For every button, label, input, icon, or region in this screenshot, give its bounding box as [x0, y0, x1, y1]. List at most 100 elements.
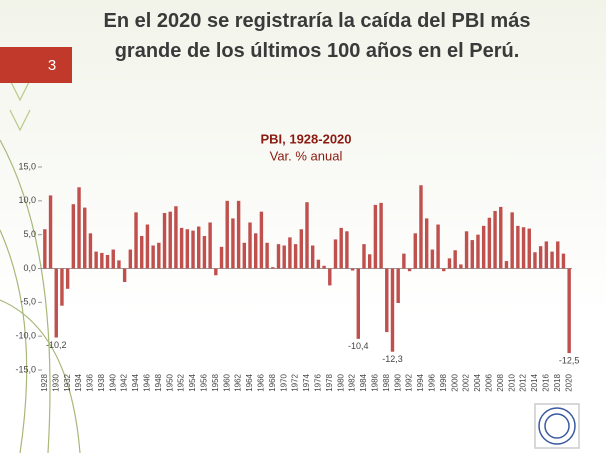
value-label: -12,5 [559, 355, 580, 365]
bar [140, 236, 144, 269]
bar [493, 210, 497, 269]
bar [248, 222, 252, 269]
bar [191, 230, 195, 269]
x-tick-label: 1964 [245, 373, 254, 391]
bar [214, 268, 218, 276]
bar [550, 251, 554, 269]
bar [487, 217, 492, 269]
x-tick-label: 1978 [325, 373, 334, 391]
bar [254, 233, 258, 269]
bar [43, 229, 47, 269]
x-tick-label: 1974 [302, 373, 311, 391]
bar [128, 249, 133, 269]
x-tick-label: 1988 [382, 373, 391, 391]
bar [174, 206, 178, 269]
x-tick-label: 2002 [462, 373, 471, 391]
bar [470, 240, 474, 269]
bar [185, 229, 190, 269]
bar [407, 268, 412, 272]
chart-subtitle: Var. % anual [270, 148, 343, 163]
y-tick-label: -5,0 [20, 297, 36, 307]
bar [60, 268, 64, 306]
value-label: -12,3 [382, 354, 403, 364]
x-tick-label: 1998 [439, 373, 448, 391]
bar [396, 268, 400, 304]
bar [516, 225, 520, 269]
bar [105, 254, 110, 269]
heading: En el 2020 se registraría la caída del P… [103, 10, 531, 62]
x-tick-label: 1984 [359, 373, 368, 391]
bar [538, 246, 543, 269]
value-label: -10,4 [348, 341, 369, 351]
x-tick-label: 1970 [279, 373, 288, 391]
bar [305, 202, 309, 269]
x-tick-label: 2014 [530, 373, 539, 391]
bar [521, 227, 526, 269]
bar [339, 227, 343, 269]
bar [413, 233, 417, 269]
bar [117, 260, 121, 269]
bar [504, 261, 509, 269]
value-label: -10,2 [46, 340, 67, 350]
bar [328, 268, 332, 286]
bar [464, 231, 469, 269]
bar [197, 226, 201, 269]
bar [71, 204, 76, 269]
x-tick-label: 1936 [86, 373, 95, 391]
x-tick-label: 1942 [120, 373, 129, 391]
x-tick-label: 1962 [234, 373, 243, 391]
x-tick-label: 1934 [74, 373, 83, 391]
page-tab [0, 47, 72, 83]
x-tick-label: 1938 [97, 373, 106, 391]
x-tick-label: 2016 [541, 373, 550, 391]
x-tick-label: 1950 [165, 373, 174, 391]
x-tick-label: 1976 [314, 373, 323, 391]
bar [430, 249, 435, 269]
x-tick-label: 2006 [484, 373, 493, 391]
bar [362, 244, 366, 269]
x-tick-label: 1994 [416, 373, 425, 391]
bar [54, 268, 58, 338]
bar [225, 200, 229, 269]
y-tick-label: -10,0 [15, 331, 36, 341]
bar [282, 245, 286, 269]
bar [77, 187, 81, 269]
bar [544, 241, 549, 269]
x-tick-label: 2018 [553, 373, 562, 391]
y-tick-label: 5,0 [23, 229, 36, 239]
bar [48, 195, 53, 269]
bar [459, 264, 463, 269]
x-tick-label: 1980 [336, 373, 345, 391]
x-tick-label: 1940 [108, 373, 117, 391]
x-tick-label: 1996 [427, 373, 436, 391]
x-tick-label: 1982 [348, 373, 357, 391]
bar [436, 224, 440, 269]
x-tick-label: 1966 [257, 373, 266, 391]
y-tick-label: 0,0 [23, 263, 36, 273]
bar [259, 211, 264, 269]
bar [316, 259, 321, 269]
bar [310, 245, 315, 269]
x-tick-label: 1990 [393, 373, 402, 391]
bar [424, 218, 429, 269]
bar [151, 245, 155, 269]
bar [453, 250, 457, 269]
y-tick-label: 10,0 [18, 195, 36, 205]
x-tick-label: 1972 [291, 373, 300, 391]
x-tick-label: 1932 [63, 373, 72, 391]
bar [345, 231, 349, 269]
bar [527, 228, 531, 269]
bar [145, 224, 150, 269]
bar [367, 254, 372, 269]
bar [481, 225, 486, 269]
bar [533, 252, 537, 269]
bar [561, 253, 566, 269]
bar [293, 244, 298, 269]
bar [442, 268, 446, 272]
x-tick-label: 2000 [450, 373, 459, 391]
bar [476, 234, 480, 269]
x-tick-label: 1992 [405, 373, 414, 391]
bar [265, 242, 269, 269]
